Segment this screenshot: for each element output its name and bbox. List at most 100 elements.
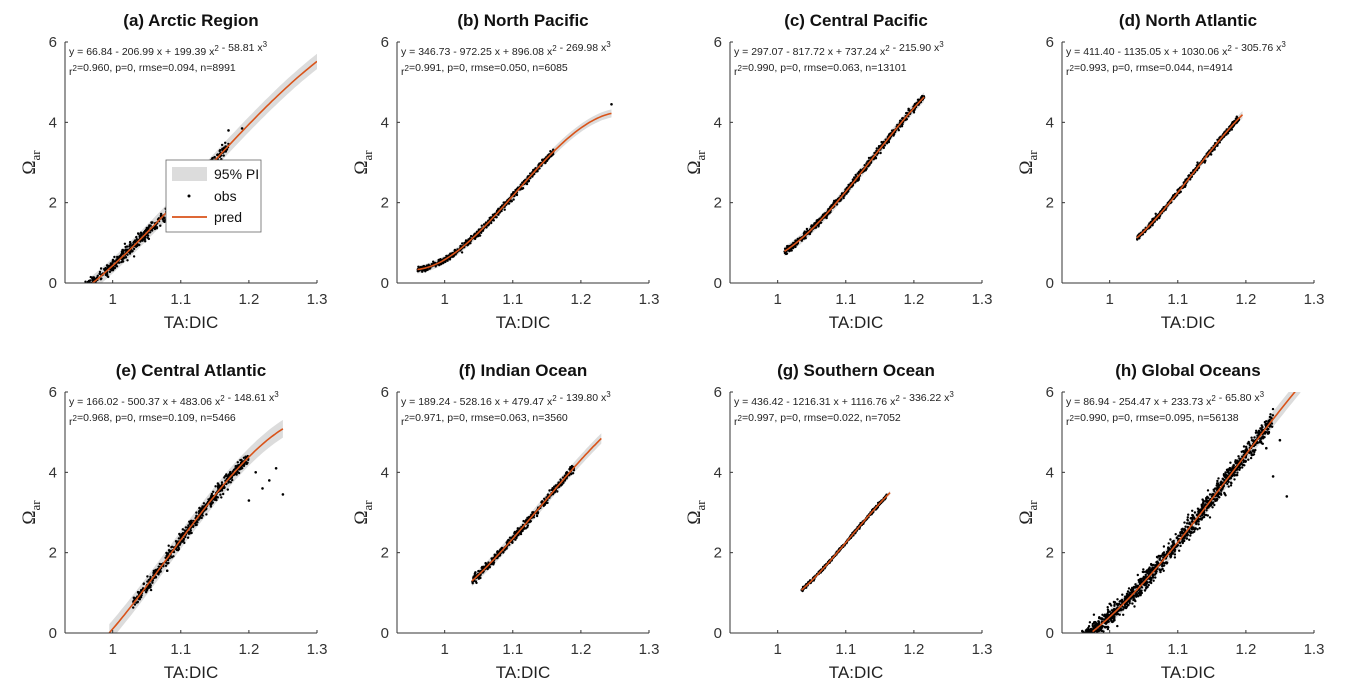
obs-point — [488, 566, 491, 569]
obs-point — [1070, 653, 1072, 655]
obs-point — [182, 537, 186, 541]
obs-point — [864, 169, 867, 172]
y-tick-label: 6 — [381, 384, 389, 401]
obs-point — [1082, 635, 1084, 637]
obs-point — [132, 255, 136, 258]
obs-point — [242, 464, 246, 468]
obs-point — [239, 458, 242, 462]
obs-point — [500, 209, 503, 213]
obs-point — [85, 287, 87, 289]
x-tick-label: 1.2 — [903, 291, 924, 308]
obs-point — [1082, 635, 1084, 637]
obs-point — [1154, 572, 1158, 575]
obs-point — [92, 283, 94, 285]
obs-point — [145, 228, 148, 231]
obs-point — [1167, 542, 1170, 545]
obs-point — [569, 466, 572, 469]
y-tick-label: 6 — [1046, 34, 1054, 51]
obs-point — [1254, 431, 1258, 434]
obs-point — [132, 240, 136, 243]
obs-point — [82, 291, 84, 293]
obs-point — [1242, 445, 1246, 448]
obs-point — [1142, 568, 1145, 571]
obs-point — [1152, 579, 1155, 582]
obs-point — [86, 286, 88, 288]
obs-outlier — [274, 467, 278, 470]
x-tick-label: 1 — [774, 641, 782, 658]
obs-point — [140, 589, 143, 592]
obs-point — [229, 481, 232, 484]
obs-point — [132, 247, 136, 251]
obs-point — [1069, 654, 1071, 656]
obs-point — [546, 493, 550, 496]
obs-point — [1168, 547, 1171, 551]
legend-obs-label: obs — [214, 188, 237, 204]
obs-point — [121, 250, 125, 253]
obs-point — [80, 290, 82, 292]
obs-point — [1076, 641, 1078, 643]
obs-point — [77, 291, 79, 293]
x-tick-label: 1.3 — [307, 641, 328, 658]
obs-point — [1069, 659, 1071, 661]
obs-point — [1151, 218, 1154, 221]
obs-point — [1095, 622, 1098, 625]
y-axis-label: Ωar — [19, 500, 43, 525]
fit-equation: y = 297.07 - 817.72 x + 737.24 x2 - 215.… — [734, 40, 944, 58]
obs-outlier — [240, 127, 244, 130]
obs-point — [77, 287, 79, 289]
obs-point — [461, 242, 464, 245]
obs-point — [1076, 646, 1078, 648]
fit-stats: r2=0.968, p=0, rmse=0.109, n=5466 — [69, 412, 236, 428]
obs-point — [1074, 651, 1076, 653]
x-tick-label: 1.1 — [170, 641, 191, 658]
y-tick-label: 0 — [714, 625, 722, 642]
obs-point — [1094, 634, 1096, 636]
obs-point — [1087, 634, 1089, 636]
fit-stats: r2=0.971, p=0, rmse=0.063, n=3560 — [401, 412, 568, 428]
obs-point — [1128, 591, 1131, 595]
obs-point — [159, 224, 162, 227]
obs-point — [219, 493, 222, 496]
obs-point — [1267, 430, 1271, 434]
pi-band — [109, 419, 283, 633]
obs-point — [1196, 528, 1199, 531]
obs-point — [480, 224, 483, 227]
obs-point — [91, 284, 93, 286]
obs-point — [1071, 648, 1073, 650]
obs-point — [1075, 634, 1077, 636]
obs-point — [559, 478, 562, 481]
y-axis-label: Ωar — [684, 150, 708, 175]
obs-point — [1126, 603, 1129, 607]
y-tick-label: 4 — [49, 114, 57, 131]
obs-point — [1094, 636, 1096, 638]
obs-point — [1208, 516, 1212, 519]
obs-point — [89, 279, 92, 282]
obs-point — [1079, 635, 1081, 637]
obs-point — [1186, 516, 1190, 519]
y-tick-label: 2 — [381, 545, 389, 562]
obs-point — [506, 539, 509, 543]
obs-point — [1270, 422, 1274, 425]
obs-point — [459, 244, 462, 248]
fit-equation: y = 166.02 - 500.37 x + 483.06 x2 - 148.… — [69, 390, 279, 408]
obs-point — [453, 248, 457, 252]
obs-point — [1081, 644, 1083, 646]
obs-point — [920, 95, 924, 98]
obs-point — [491, 213, 495, 216]
obs-point — [90, 284, 92, 286]
fit-stats: r2=0.990, p=0, rmse=0.063, n=13101 — [734, 62, 907, 78]
obs-point — [1081, 629, 1084, 633]
obs-point — [236, 461, 239, 464]
y-tick-label: 2 — [49, 545, 57, 562]
y-tick-label: 2 — [1046, 195, 1054, 212]
obs-point — [79, 293, 81, 295]
obs-point — [240, 466, 243, 469]
obs-point — [1172, 194, 1175, 197]
obs-point — [1076, 643, 1078, 645]
obs-point — [1075, 647, 1077, 649]
obs-point — [1216, 479, 1219, 483]
x-tick-label: 1.3 — [307, 291, 328, 308]
obs-point — [1216, 138, 1219, 141]
